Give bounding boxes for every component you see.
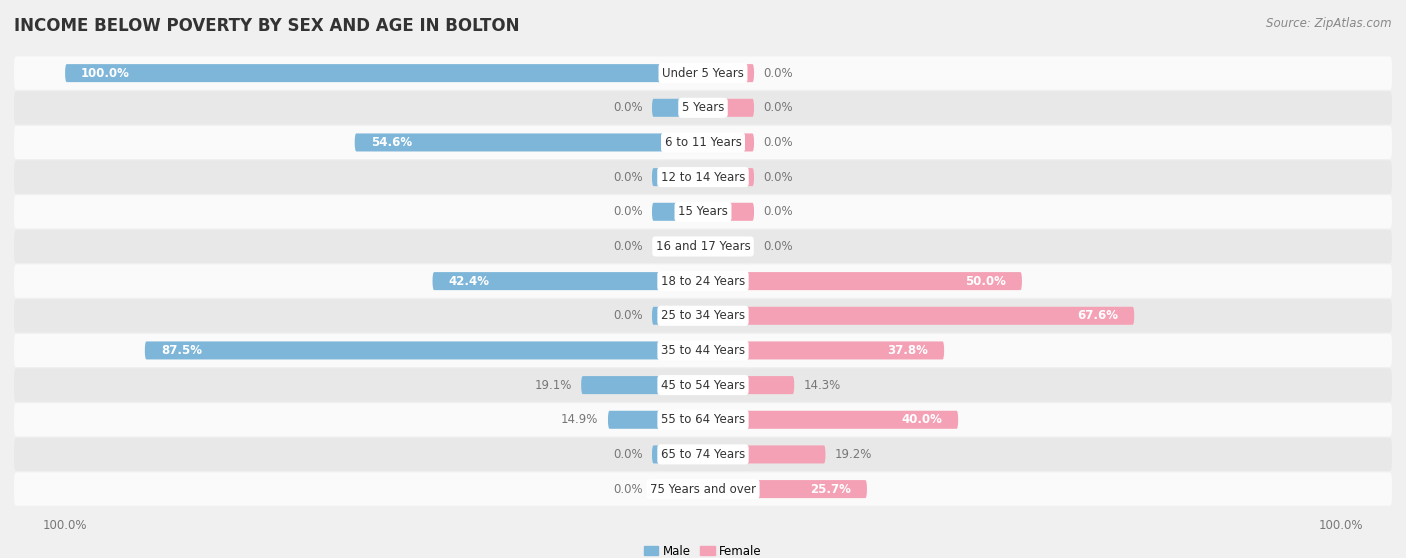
FancyBboxPatch shape bbox=[14, 264, 1392, 298]
FancyBboxPatch shape bbox=[703, 203, 754, 221]
FancyBboxPatch shape bbox=[652, 99, 703, 117]
FancyBboxPatch shape bbox=[14, 403, 1392, 436]
FancyBboxPatch shape bbox=[703, 168, 754, 186]
FancyBboxPatch shape bbox=[703, 480, 868, 498]
Text: 25 to 34 Years: 25 to 34 Years bbox=[661, 309, 745, 323]
Text: INCOME BELOW POVERTY BY SEX AND AGE IN BOLTON: INCOME BELOW POVERTY BY SEX AND AGE IN B… bbox=[14, 17, 520, 35]
FancyBboxPatch shape bbox=[652, 307, 703, 325]
Text: 0.0%: 0.0% bbox=[613, 171, 643, 184]
FancyBboxPatch shape bbox=[14, 161, 1392, 194]
Text: 6 to 11 Years: 6 to 11 Years bbox=[665, 136, 741, 149]
Text: 5 Years: 5 Years bbox=[682, 102, 724, 114]
Text: 25.7%: 25.7% bbox=[810, 483, 851, 496]
FancyBboxPatch shape bbox=[14, 334, 1392, 367]
Text: 0.0%: 0.0% bbox=[763, 205, 793, 218]
FancyBboxPatch shape bbox=[703, 99, 754, 117]
Text: 14.3%: 14.3% bbox=[804, 379, 841, 392]
Text: 35 to 44 Years: 35 to 44 Years bbox=[661, 344, 745, 357]
Text: 16 and 17 Years: 16 and 17 Years bbox=[655, 240, 751, 253]
Text: 0.0%: 0.0% bbox=[763, 240, 793, 253]
Text: 67.6%: 67.6% bbox=[1077, 309, 1118, 323]
FancyBboxPatch shape bbox=[703, 272, 1022, 290]
FancyBboxPatch shape bbox=[703, 238, 754, 256]
FancyBboxPatch shape bbox=[652, 203, 703, 221]
Text: 18 to 24 Years: 18 to 24 Years bbox=[661, 275, 745, 287]
Text: 12 to 14 Years: 12 to 14 Years bbox=[661, 171, 745, 184]
Text: 0.0%: 0.0% bbox=[763, 66, 793, 80]
Text: 100.0%: 100.0% bbox=[82, 66, 129, 80]
Text: Source: ZipAtlas.com: Source: ZipAtlas.com bbox=[1267, 17, 1392, 30]
FancyBboxPatch shape bbox=[354, 133, 703, 151]
Text: 19.2%: 19.2% bbox=[835, 448, 872, 461]
Text: 87.5%: 87.5% bbox=[160, 344, 202, 357]
FancyBboxPatch shape bbox=[14, 299, 1392, 333]
Text: 0.0%: 0.0% bbox=[763, 171, 793, 184]
Text: 0.0%: 0.0% bbox=[613, 448, 643, 461]
Text: 0.0%: 0.0% bbox=[613, 205, 643, 218]
FancyBboxPatch shape bbox=[14, 473, 1392, 506]
Text: 0.0%: 0.0% bbox=[613, 240, 643, 253]
FancyBboxPatch shape bbox=[65, 64, 703, 82]
FancyBboxPatch shape bbox=[703, 341, 945, 359]
FancyBboxPatch shape bbox=[145, 341, 703, 359]
FancyBboxPatch shape bbox=[652, 480, 703, 498]
Text: Under 5 Years: Under 5 Years bbox=[662, 66, 744, 80]
FancyBboxPatch shape bbox=[581, 376, 703, 394]
Text: 0.0%: 0.0% bbox=[763, 136, 793, 149]
FancyBboxPatch shape bbox=[703, 411, 957, 429]
Text: 14.9%: 14.9% bbox=[561, 413, 599, 426]
FancyBboxPatch shape bbox=[607, 411, 703, 429]
Legend: Male, Female: Male, Female bbox=[640, 540, 766, 558]
FancyBboxPatch shape bbox=[703, 64, 754, 82]
Text: 19.1%: 19.1% bbox=[534, 379, 572, 392]
FancyBboxPatch shape bbox=[703, 376, 794, 394]
FancyBboxPatch shape bbox=[703, 307, 1135, 325]
Text: 15 Years: 15 Years bbox=[678, 205, 728, 218]
FancyBboxPatch shape bbox=[433, 272, 703, 290]
Text: 0.0%: 0.0% bbox=[613, 102, 643, 114]
Text: 65 to 74 Years: 65 to 74 Years bbox=[661, 448, 745, 461]
FancyBboxPatch shape bbox=[14, 126, 1392, 159]
Text: 54.6%: 54.6% bbox=[371, 136, 412, 149]
FancyBboxPatch shape bbox=[14, 195, 1392, 228]
Text: 37.8%: 37.8% bbox=[887, 344, 928, 357]
Text: 42.4%: 42.4% bbox=[449, 275, 489, 287]
Text: 0.0%: 0.0% bbox=[763, 102, 793, 114]
FancyBboxPatch shape bbox=[14, 438, 1392, 471]
Text: 55 to 64 Years: 55 to 64 Years bbox=[661, 413, 745, 426]
FancyBboxPatch shape bbox=[703, 133, 754, 151]
Text: 0.0%: 0.0% bbox=[613, 309, 643, 323]
FancyBboxPatch shape bbox=[14, 230, 1392, 263]
Text: 0.0%: 0.0% bbox=[613, 483, 643, 496]
FancyBboxPatch shape bbox=[652, 238, 703, 256]
Text: 40.0%: 40.0% bbox=[901, 413, 942, 426]
Text: 50.0%: 50.0% bbox=[965, 275, 1007, 287]
FancyBboxPatch shape bbox=[652, 445, 703, 464]
FancyBboxPatch shape bbox=[14, 56, 1392, 90]
Text: 45 to 54 Years: 45 to 54 Years bbox=[661, 379, 745, 392]
FancyBboxPatch shape bbox=[14, 368, 1392, 402]
Text: 75 Years and over: 75 Years and over bbox=[650, 483, 756, 496]
FancyBboxPatch shape bbox=[652, 168, 703, 186]
FancyBboxPatch shape bbox=[14, 91, 1392, 124]
FancyBboxPatch shape bbox=[703, 445, 825, 464]
